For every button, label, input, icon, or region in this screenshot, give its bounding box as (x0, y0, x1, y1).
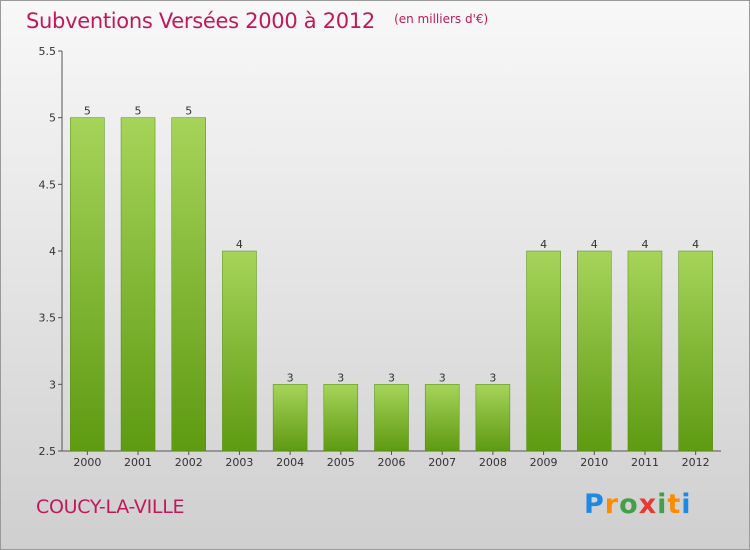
bar-2001 (120, 117, 156, 452)
bar-2003 (222, 250, 257, 452)
value-label-2004: 3 (287, 371, 294, 384)
bar-2004 (272, 384, 308, 452)
value-label-2005: 3 (337, 371, 344, 384)
value-label-2009: 4 (540, 238, 547, 251)
value-label-2010: 4 (591, 238, 598, 251)
value-label-2003: 4 (236, 238, 243, 251)
bar-2007 (424, 384, 460, 452)
commune-name: COUCY-LA-VILLE (36, 496, 185, 518)
x-tick-label-2004: 2004 (276, 456, 304, 469)
x-tick-label-2005: 2005 (327, 456, 355, 469)
bar-2008 (475, 384, 511, 452)
x-tick-label-2001: 2001 (124, 456, 152, 469)
bar-2011 (627, 250, 663, 452)
y-tick-label: 5 (49, 112, 56, 125)
proxiti-logo: Proxiti (584, 489, 692, 520)
value-label-2000: 5 (84, 105, 91, 118)
x-tick-label-2000: 2000 (73, 456, 101, 469)
bar-2000 (70, 117, 105, 452)
x-tick-label-2012: 2012 (682, 456, 710, 469)
x-tick-label-2009: 2009 (530, 456, 558, 469)
x-tick-label-2006: 2006 (378, 456, 406, 469)
x-tick-label-2003: 2003 (225, 456, 253, 469)
bar-2002 (171, 117, 206, 452)
y-tick-label: 3 (49, 378, 56, 391)
y-tick-label: 2.5 (39, 445, 57, 458)
y-tick-label: 3.5 (39, 312, 57, 325)
bar-2009 (526, 250, 561, 452)
value-label-2012: 4 (692, 238, 699, 251)
y-tick-label: 5.5 (39, 45, 57, 58)
bar-2006 (374, 384, 409, 452)
chart-value-labels: 5 5 5 4 3 3 3 3 3 4 4 4 4 (84, 105, 699, 385)
x-tick-label-2002: 2002 (175, 456, 203, 469)
chart-bars (70, 117, 713, 452)
x-tick-label-2010: 2010 (580, 456, 608, 469)
y-tick-label: 4 (49, 245, 56, 258)
value-label-2001: 5 (135, 105, 142, 118)
y-tick-label: 4.5 (39, 178, 57, 191)
value-label-2008: 3 (489, 371, 496, 384)
chart-title: Subventions Versées 2000 à 2012 (26, 9, 375, 33)
bar-2010 (577, 250, 612, 452)
value-label-2006: 3 (388, 371, 395, 384)
value-label-2007: 3 (439, 371, 446, 384)
value-label-2002: 5 (185, 105, 192, 118)
bar-2005 (323, 384, 359, 452)
x-tick-label-2011: 2011 (631, 456, 659, 469)
chart-subtitle: (en milliers d'€) (394, 12, 489, 26)
bar-2012 (678, 250, 713, 452)
x-tick-label-2008: 2008 (479, 456, 507, 469)
chart-axes: 2.5 3 3.5 4 4.5 5 5.5 2000 2001 2002 2003 2004 2005 2… (39, 45, 721, 469)
value-label-2011: 4 (641, 238, 648, 251)
x-tick-label-2007: 2007 (428, 456, 456, 469)
title-row: Subventions Versées 2000 à 2012 (en mill… (26, 9, 488, 33)
